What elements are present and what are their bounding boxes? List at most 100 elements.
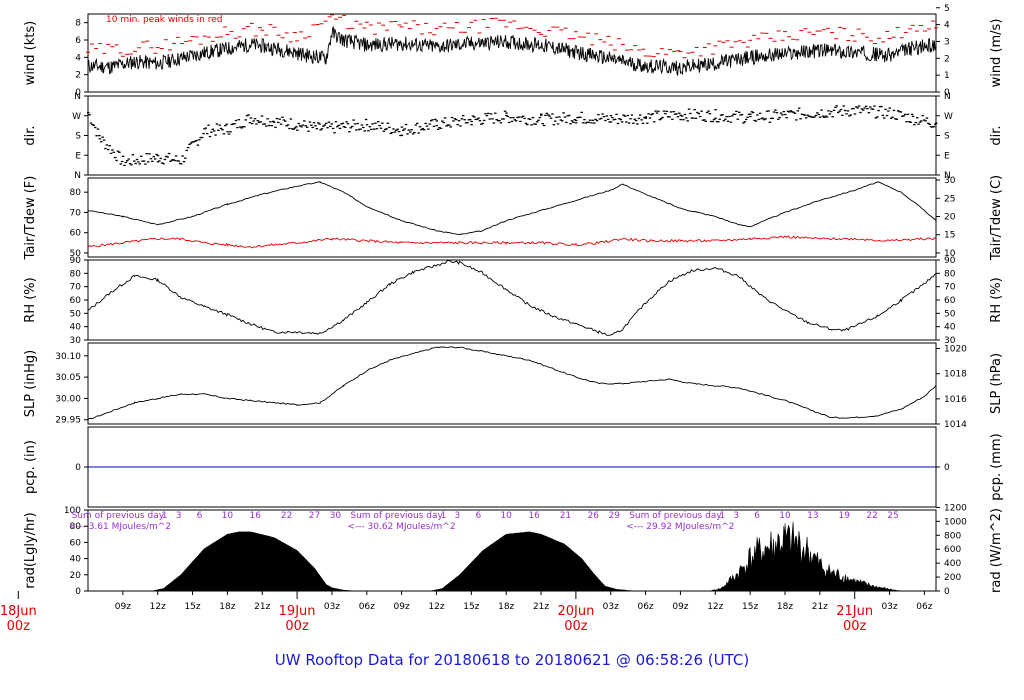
right-tick-label: 90 <box>944 256 956 266</box>
left-tick-label: 50 <box>70 309 82 319</box>
panel-frame <box>87 177 937 258</box>
right-tick-label: 15 <box>944 231 955 241</box>
left-tick-label: 80 <box>70 269 82 279</box>
hour-marker-label: 19 <box>839 511 851 521</box>
hour-tick-label: 15z <box>184 602 200 612</box>
daily-sum-title: Sum of previous day <box>350 511 443 521</box>
panel-wind: 0 2 4 6 8 0 1 2 3 4 5 wind (kts) wind (m/s) 10 min. p… <box>23 4 1004 98</box>
panel-slp: 29.95 30.00 30.05 30.10 1014 1016 1018 1020 SLP … <box>23 342 1004 430</box>
left-tick-label: 90 <box>70 256 82 266</box>
hour-marker-label: 25 <box>887 511 898 521</box>
panel-pcp: 0 0 pcp. (in) pcp. (mm) <box>23 426 1004 508</box>
right-tick-label: 80 <box>944 269 956 279</box>
left-tick-label: 2 <box>75 71 81 81</box>
series-wind-speed <box>87 25 937 77</box>
right-tick-label: 25 <box>944 194 955 204</box>
right-tick-label: 200 <box>944 573 961 583</box>
right-tick-label: 1200 <box>944 503 967 513</box>
daily-sum-title: Sum of previous day <box>629 511 722 521</box>
day-tick-time: 00z <box>7 619 31 634</box>
left-tick-label: 100 <box>64 506 81 516</box>
day-tick-time: 00z <box>843 619 867 634</box>
hour-marker-label: 21 <box>560 511 571 521</box>
right-tick-label: 30 <box>944 336 956 346</box>
left-tick-label: 30 <box>70 336 82 346</box>
right-tick-label: 40 <box>944 323 956 333</box>
series-rh <box>87 259 937 336</box>
right-tick-label: 50 <box>944 309 956 319</box>
panel-rh: 30 40 50 60 70 80 90 30 40 50 60 70 80 90 RH (%) RH (%) <box>23 256 1004 346</box>
day-tick-date: 21Jun <box>836 604 873 619</box>
left-axis-label: wind (kts) <box>23 21 38 85</box>
hour-tick-label: 12z <box>707 602 723 612</box>
left-tick-label: S <box>75 132 81 142</box>
left-tick-label: 6 <box>75 36 81 46</box>
left-tick-label: 60 <box>70 296 82 306</box>
left-tick-label: 0 <box>75 463 81 473</box>
hour-tick-label: 03z <box>603 602 619 612</box>
panel-rad: 020406080100020040060080010001200rad(Lgl… <box>23 503 1004 597</box>
hour-marker-label: 3 <box>733 511 739 521</box>
hour-marker-label: 29 <box>608 511 620 521</box>
left-axis-label: SLP (inHg) <box>23 350 38 418</box>
day-tick-date: 18Jun <box>0 604 37 619</box>
right-tick-label: 10 <box>944 249 956 259</box>
daily-sum-title: Sum of previous day <box>72 511 165 521</box>
daily-sum-value: <--- 29.92 MJoules/m^2 <box>626 522 734 532</box>
hour-marker-label: 10 <box>500 511 512 521</box>
series-tair <box>87 181 937 235</box>
left-tick-label: 70 <box>70 208 82 218</box>
left-tick-label: 40 <box>70 323 82 333</box>
right-tick-label: E <box>944 151 950 161</box>
day-tick-date: 19Jun <box>279 604 316 619</box>
right-tick-label: 70 <box>944 283 956 293</box>
hour-marker-label: 30 <box>330 511 342 521</box>
right-tick-label: 20 <box>944 212 956 222</box>
peak-wind-note: 10 min. peak winds in red <box>106 15 223 25</box>
left-tick-label: 60 <box>70 538 82 548</box>
hour-tick-label: 18z <box>498 602 514 612</box>
right-tick-label: 0 <box>944 587 950 597</box>
panel-frame <box>87 342 937 425</box>
left-tick-label: 60 <box>70 229 82 239</box>
right-tick-label: N <box>944 92 951 102</box>
right-axis-label: wind (m/s) <box>989 19 1004 88</box>
hour-tick-label: 15z <box>463 602 479 612</box>
hour-marker-label: 16 <box>250 511 262 521</box>
hour-tick-label: 21z <box>812 602 828 612</box>
right-axis-label: RH (%) <box>989 277 1004 322</box>
right-axis-label: Tair/Tdew (C) <box>989 175 1004 261</box>
day-tick-time: 00z <box>564 619 588 634</box>
hour-tick-label: 03z <box>324 602 340 612</box>
time-axis: 09z 12z 15z 18z 21z 03z 06z 09z 12z 15z 18z 21z 03z 0… <box>0 591 933 634</box>
hour-tick-label: 18z <box>219 602 235 612</box>
left-tick-label: N <box>74 171 81 181</box>
left-tick-label: 30.00 <box>55 394 81 404</box>
hour-marker-label: 22 <box>866 511 877 521</box>
hour-marker-label: 10 <box>779 511 791 521</box>
panel-frame <box>87 13 937 93</box>
left-axis-label: Tair/Tdew (F) <box>23 176 38 261</box>
left-tick-label: 8 <box>75 19 81 29</box>
right-tick-label: S <box>944 132 950 142</box>
right-tick-label: 3 <box>944 37 950 47</box>
right-tick-label: 600 <box>944 545 961 555</box>
left-axis-label: rad(Lgly/hr) <box>23 512 38 588</box>
hour-tick-label: 21z <box>533 602 549 612</box>
hour-marker-label: 6 <box>197 511 203 521</box>
hour-tick-label: 15z <box>742 602 758 612</box>
hour-marker-label: 3 <box>455 511 461 521</box>
right-tick-label: 800 <box>944 531 961 541</box>
hour-marker-label: 16 <box>528 511 540 521</box>
right-tick-label: 60 <box>944 296 956 306</box>
left-tick-label: 30.10 <box>55 352 81 362</box>
right-tick-label: 1018 <box>944 370 967 380</box>
hour-tick-label: 12z <box>428 602 444 612</box>
series-slp <box>87 346 937 420</box>
hour-marker-label: 1 <box>719 511 725 521</box>
hour-marker-label: 1 <box>441 511 447 521</box>
right-tick-label: 2 <box>944 54 950 64</box>
hour-marker-label: 6 <box>754 511 760 521</box>
left-tick-label: 29.95 <box>55 416 81 426</box>
